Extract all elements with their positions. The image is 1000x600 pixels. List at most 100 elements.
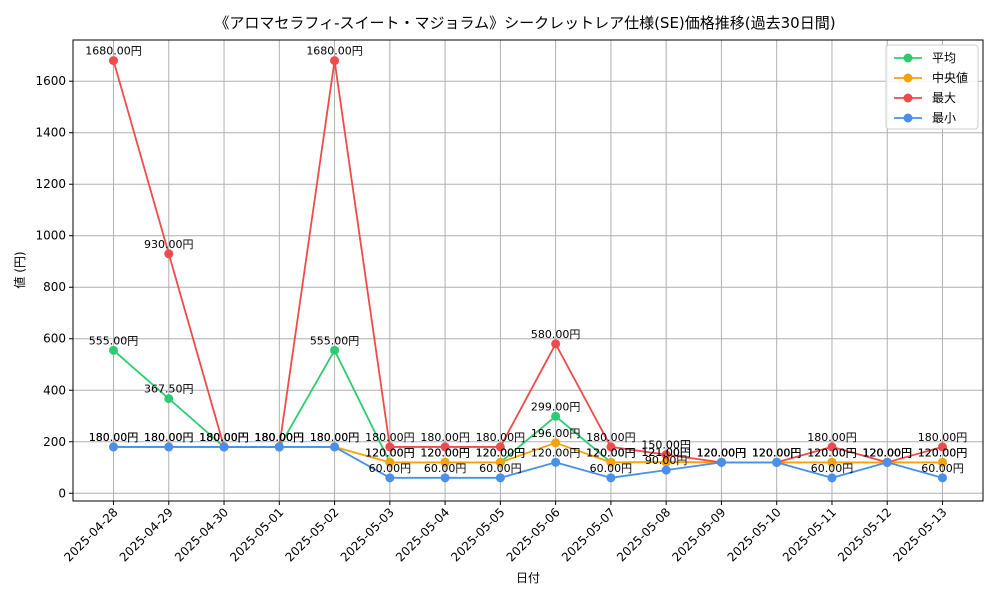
data-point-中央値 — [495, 457, 505, 467]
data-label: 120.00円 — [420, 446, 470, 459]
data-label: 180.00円 — [255, 431, 305, 444]
data-label: 1680.00円 — [306, 45, 363, 58]
data-label: 120.00円 — [862, 446, 912, 459]
data-label: 120.00円 — [365, 446, 415, 459]
data-label: 120.00円 — [420, 446, 470, 459]
data-point-平均 — [330, 345, 340, 355]
x-tick-label: 2025-05-10 — [725, 505, 784, 564]
data-point-最小 — [551, 457, 561, 467]
data-point-最大 — [164, 249, 174, 259]
x-tick-label: 2025-05-08 — [614, 505, 673, 564]
data-point-最小 — [661, 465, 671, 475]
y-tick-label: 1000 — [35, 229, 66, 243]
data-label: 120.00円 — [476, 446, 526, 459]
x-tick-label: 2025-05-04 — [393, 505, 452, 564]
data-label: 120.00円 — [697, 446, 747, 459]
data-point-最小 — [716, 457, 726, 467]
data-label: 580.00円 — [531, 328, 581, 341]
data-label: 60.00円 — [811, 462, 854, 475]
data-point-平均 — [109, 345, 118, 355]
chart-title: 《アロマセラフィ-スイート・マジョラム》シークレットレア仕様(SE)価格推移(過… — [214, 14, 835, 32]
legend-label: 最大 — [932, 91, 956, 105]
data-point-最大 — [938, 442, 947, 452]
x-tick-label: 2025-04-30 — [172, 505, 231, 564]
data-point-最小 — [938, 473, 947, 483]
data-label: 120.00円 — [862, 446, 912, 459]
axis-layer: 020040060080010001200140016002025-04-282… — [35, 39, 984, 564]
data-label: 180.00円 — [199, 431, 249, 444]
data-label: 121.00円 — [641, 446, 691, 459]
legend-marker — [903, 113, 913, 123]
data-label: 60.00円 — [590, 462, 633, 475]
data-point-最大 — [606, 442, 616, 452]
x-axis-label: 日付 — [516, 571, 540, 585]
data-label: 180.00円 — [144, 431, 194, 444]
series-line-最小 — [113, 446, 943, 479]
data-label: 180.00円 — [199, 431, 249, 444]
data-label: 180.00円 — [807, 431, 857, 444]
data-label: 930.00円 — [144, 238, 194, 251]
data-label: 180.00円 — [144, 431, 194, 444]
x-tick-label: 2025-05-03 — [338, 505, 397, 564]
y-tick-label: 600 — [43, 332, 66, 346]
data-label: 180.00円 — [365, 431, 415, 444]
data-point-最大 — [109, 56, 118, 66]
data-point-平均 — [551, 411, 561, 421]
data-point-中央値 — [440, 457, 450, 467]
legend-label: 最小 — [932, 111, 956, 125]
data-point-最大 — [551, 339, 561, 349]
data-label: 60.00円 — [921, 462, 964, 475]
data-point-最小 — [219, 442, 229, 452]
data-point-最大 — [661, 450, 671, 460]
data-point-最小 — [882, 457, 892, 467]
data-point-最小 — [385, 473, 395, 483]
data-label: 180.00円 — [310, 431, 360, 444]
data-point-最小 — [606, 473, 616, 483]
data-label: 60.00円 — [424, 462, 467, 475]
data-point-平均 — [164, 394, 174, 404]
x-tick-label: 2025-04-28 — [61, 505, 120, 564]
data-label: 180.00円 — [255, 431, 305, 444]
data-point-最大 — [495, 442, 505, 452]
legend-label: 中央値 — [932, 70, 968, 85]
data-label: 555.00円 — [89, 334, 139, 347]
x-tick-label: 2025-05-09 — [669, 505, 728, 564]
data-label: 90.00円 — [645, 454, 688, 467]
data-label: 120.00円 — [697, 446, 747, 459]
legend-marker — [903, 93, 913, 103]
data-label: 120.00円 — [862, 446, 912, 459]
data-label: 120.00円 — [476, 446, 526, 459]
data-point-最小 — [164, 442, 174, 452]
data-label: 180.00円 — [420, 431, 470, 444]
data-label: 121.00円 — [641, 446, 691, 459]
data-label: 120.00円 — [586, 446, 636, 459]
y-tick-label: 400 — [43, 383, 66, 397]
data-point-最小 — [827, 473, 837, 483]
data-point-最小 — [109, 442, 118, 452]
x-tick-label: 2025-05-12 — [835, 505, 894, 564]
data-label: 367.50円 — [144, 383, 194, 396]
x-tick-label: 2025-05-11 — [780, 505, 839, 564]
data-label-layer: 1680.00円 930.00円 180.00円 180.00円 1680.00円 180… — [85, 45, 967, 475]
data-label: 180.00円 — [310, 431, 360, 444]
x-tick-label: 2025-05-06 — [504, 505, 563, 564]
data-label: 180.00円 — [918, 431, 968, 444]
x-tick-label: 2025-04-29 — [117, 505, 176, 564]
data-label: 120.00円 — [531, 446, 581, 459]
data-label: 120.00円 — [752, 446, 802, 459]
data-label: 180.00円 — [199, 431, 249, 444]
data-point-中央値 — [827, 457, 837, 467]
data-point-中央値 — [551, 438, 561, 448]
data-label: 299.00円 — [531, 400, 581, 413]
plot-frame — [72, 39, 984, 502]
data-point-最大 — [330, 56, 340, 66]
data-label: 196.00円 — [531, 427, 581, 440]
data-label: 180.00円 — [255, 431, 305, 444]
grid-layer — [73, 40, 983, 501]
data-label: 180.00円 — [89, 431, 139, 444]
data-label: 120.00円 — [697, 446, 747, 459]
data-label: 150.00円 — [641, 439, 691, 452]
data-label: 180.00円 — [199, 431, 249, 444]
